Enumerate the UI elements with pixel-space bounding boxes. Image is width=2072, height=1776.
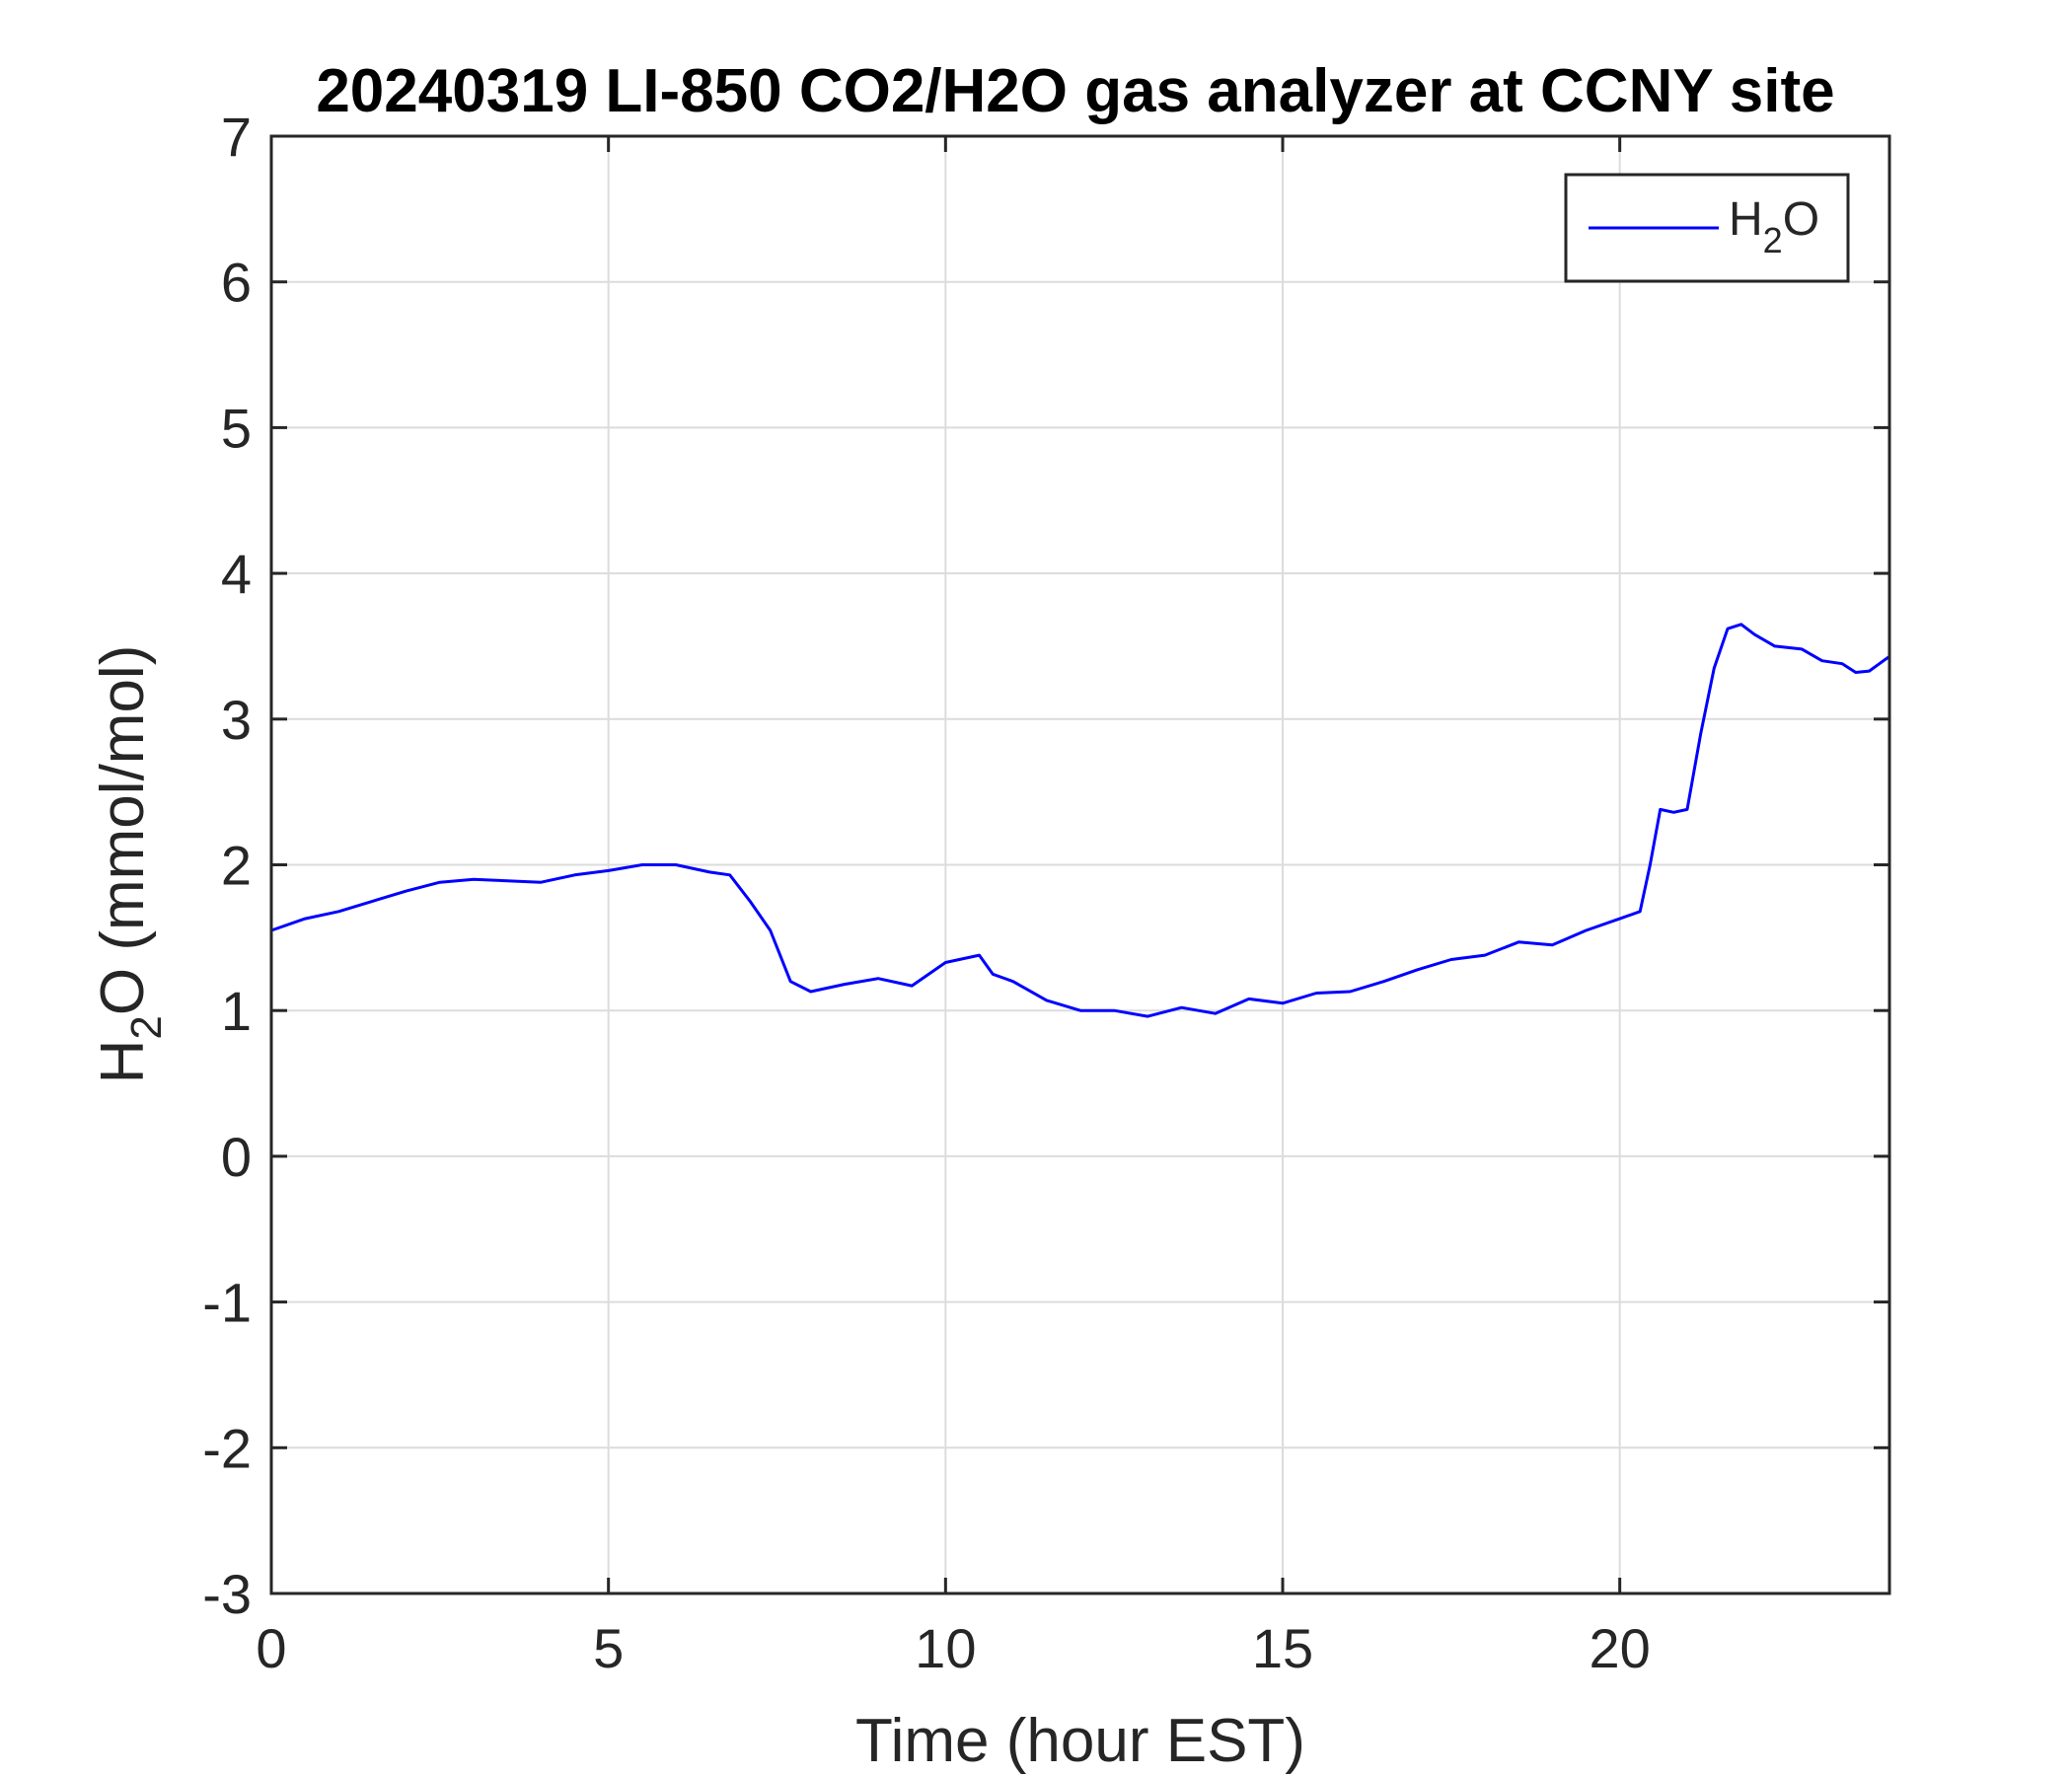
y-tick-label: 7 (221, 106, 252, 168)
x-tick-label: 10 (915, 1617, 976, 1679)
y-tick-label: 5 (221, 397, 252, 459)
y-tick-label: -3 (202, 1563, 252, 1625)
x-tick-label: 20 (1590, 1617, 1651, 1679)
chart-title: 20240319 LI-850 CO2/H2O gas analyzer at … (316, 57, 1834, 125)
y-tick-label: -2 (202, 1417, 252, 1479)
tick-marks (269, 134, 1889, 1595)
legend-entry-h2o: H2O (1729, 193, 1819, 260)
legend-label-rest: O (1783, 193, 1819, 246)
series-line-h2o (270, 623, 1890, 1018)
y-tick-label: 3 (221, 689, 252, 751)
legend: H2O (1564, 173, 1850, 283)
y-axis-label-rest: O (mmol/mol) (89, 645, 157, 1015)
x-tick-label: 5 (593, 1617, 624, 1679)
x-tick-labels: 0 5 10 15 20 (256, 1617, 1650, 1679)
x-tick-label: 15 (1252, 1617, 1313, 1679)
y-tick-label: 1 (221, 980, 252, 1042)
x-axis-label: Time (hour EST) (855, 1707, 1305, 1775)
legend-label-subscript: 2 (1763, 220, 1783, 260)
y-tick-label: 2 (221, 835, 252, 897)
y-tick-labels: -3 -2 -1 0 1 2 3 4 5 6 7 (202, 106, 252, 1625)
y-axis-label-subscript: 2 (122, 1015, 171, 1039)
y-tick-label: 4 (221, 543, 252, 605)
y-tick-label: 0 (221, 1126, 252, 1188)
grid-lines (271, 136, 1889, 1593)
y-axis-label: H2O (mmol/mol) (89, 645, 171, 1084)
x-tick-label: 0 (256, 1617, 286, 1679)
y-axis-label-base: H (89, 1040, 157, 1084)
y-tick-label: -1 (202, 1272, 252, 1334)
y-tick-label: 6 (221, 252, 252, 314)
series-layer (270, 623, 1890, 1018)
legend-label-base: H (1729, 193, 1763, 246)
